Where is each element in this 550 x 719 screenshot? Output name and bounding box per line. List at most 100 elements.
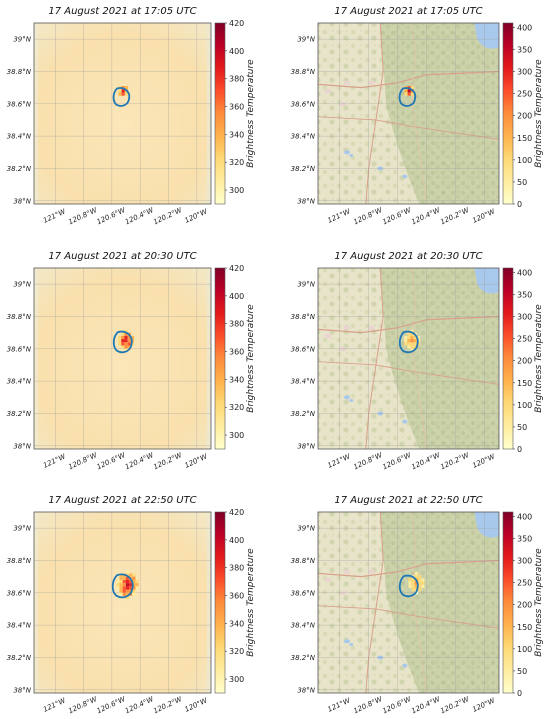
hotspot-pixel bbox=[410, 335, 414, 340]
terrain-lake bbox=[474, 23, 499, 49]
hotspot-pixel bbox=[121, 335, 125, 340]
x-tick-label: 121°W bbox=[326, 696, 352, 714]
colorbar-tick-label: 250 bbox=[517, 579, 532, 588]
hotspot-pixel bbox=[118, 339, 122, 343]
terrain-reservoir bbox=[402, 663, 408, 668]
hotspot-pixel bbox=[421, 584, 425, 588]
y-tick-label: 38.8°N bbox=[291, 68, 316, 76]
colorbar-tick-label: 360 bbox=[229, 592, 244, 601]
terrain-lake bbox=[474, 268, 499, 294]
y-tick-label: 38°N bbox=[297, 197, 315, 205]
colorbar-tick-label: 50 bbox=[517, 667, 527, 676]
colorbar-label: Brightness Temperature bbox=[246, 548, 256, 657]
colorbar-tick-label: 420 bbox=[229, 508, 244, 517]
y-tick-label: 38°N bbox=[13, 197, 31, 205]
colorbar-tick-label: 150 bbox=[517, 623, 532, 632]
terrain-reservoir bbox=[343, 395, 350, 400]
hotspot-pixel bbox=[132, 589, 136, 593]
hotspot-pixel bbox=[135, 583, 139, 587]
colorbar-tick-label: 400 bbox=[229, 536, 244, 545]
y-tick-label: 38.6°N bbox=[291, 345, 316, 353]
x-tick-label: 120.2°W bbox=[152, 451, 184, 472]
panel-2: 17 August 2021 at 17:05 UTC 39°N 38.8°N 38.… bbox=[291, 6, 544, 226]
hotspot-pixel bbox=[416, 335, 421, 340]
hotspot-pixel bbox=[130, 335, 135, 340]
hotspot-pixel bbox=[407, 92, 411, 96]
hotspot-pixel bbox=[132, 579, 136, 584]
hotspot-pixel bbox=[421, 581, 425, 585]
hotspot-pixel bbox=[404, 342, 408, 346]
hotspot-pixel bbox=[410, 92, 415, 96]
plot-frame bbox=[317, 22, 500, 205]
hotspot-pixel bbox=[122, 579, 126, 584]
y-tick-label: 39°N bbox=[13, 281, 31, 289]
colorbar-tick-label: 100 bbox=[517, 156, 532, 165]
terrain-reservoir bbox=[343, 150, 350, 155]
hotspot-pixel bbox=[125, 595, 130, 600]
hotspot-pixel bbox=[118, 89, 122, 93]
hotspot-pixel bbox=[121, 339, 125, 343]
hotspot-pixel bbox=[407, 335, 411, 340]
hotspot-pixel bbox=[129, 583, 133, 587]
x-tick-label: 120.8°W bbox=[352, 451, 384, 472]
field-background bbox=[34, 268, 211, 449]
hotspot-pixel bbox=[127, 345, 131, 349]
colorbar-tick-label: 360 bbox=[229, 348, 244, 357]
hotspot-pixel bbox=[122, 583, 126, 587]
y-tick-label: 38°N bbox=[13, 442, 31, 450]
colorbar-tick-label: 420 bbox=[229, 19, 244, 28]
hotspot-pixel bbox=[413, 335, 417, 340]
colorbar bbox=[502, 511, 514, 694]
hotspot-pixel bbox=[125, 589, 130, 593]
colorbar-tick-label: 400 bbox=[517, 23, 532, 32]
hotspot-pixel bbox=[408, 578, 412, 582]
x-tick-label: 120°W bbox=[184, 207, 210, 225]
y-tick-label: 38.8°N bbox=[7, 68, 32, 76]
panel-title: 17 August 2021 at 22:50 UTC bbox=[48, 495, 196, 506]
panel-1: 17 August 2021 at 17:05 UTC 39°N 38.8°N 38.… bbox=[7, 6, 256, 226]
x-tick-label: 120.6°W bbox=[381, 695, 413, 716]
hotspot-pixel bbox=[414, 575, 419, 579]
colorbar-tick-label: 200 bbox=[517, 357, 532, 366]
x-tick-label: 120.4°W bbox=[410, 206, 442, 227]
terrain-town bbox=[325, 577, 332, 582]
terrain-reservoir bbox=[349, 643, 354, 647]
hotspot-pixel bbox=[119, 583, 123, 587]
fire-perimeter bbox=[398, 330, 419, 354]
x-tick-label: 121°W bbox=[42, 207, 68, 225]
hotspot-pixel bbox=[122, 589, 126, 593]
colorbar-tick-label: 300 bbox=[517, 557, 532, 566]
hotspot-pixel bbox=[414, 571, 419, 576]
terrain-lake bbox=[474, 512, 499, 538]
hotspot-pixel bbox=[124, 342, 128, 346]
hotspot-pixel bbox=[404, 335, 408, 340]
y-tick-label: 38.6°N bbox=[7, 100, 32, 108]
colorbar-tick-label: 350 bbox=[517, 534, 532, 543]
y-tick-label: 38.2°N bbox=[7, 165, 32, 173]
x-tick-label: 121°W bbox=[326, 207, 352, 225]
x-tick-label: 120.8°W bbox=[67, 451, 99, 472]
terrain-reservoir bbox=[349, 154, 354, 158]
hotspot-pixel bbox=[119, 592, 123, 596]
colorbar-label: Brightness Temperature bbox=[534, 59, 544, 168]
hotspot-pixel bbox=[125, 586, 130, 590]
hotspot-pixel bbox=[121, 89, 125, 93]
hotspot-pixel bbox=[418, 584, 422, 588]
colorbar-tick-label: 200 bbox=[517, 601, 532, 610]
colorbar-tick-label: 300 bbox=[229, 186, 244, 195]
colorbar-tick-label: 300 bbox=[517, 313, 532, 322]
y-tick-label: 38.8°N bbox=[291, 313, 316, 321]
colorbar-tick-label: 200 bbox=[517, 112, 532, 121]
hotspot-pixel bbox=[413, 345, 417, 349]
hotspot-pixel bbox=[124, 345, 128, 349]
hotspot-pixel bbox=[124, 86, 129, 90]
hotspot-pixel bbox=[124, 339, 128, 343]
plot-area bbox=[34, 512, 211, 693]
hotspot-pixel bbox=[124, 332, 128, 336]
colorbar-tick-label: 420 bbox=[229, 264, 244, 273]
y-tick-label: 38.4°N bbox=[291, 133, 316, 141]
colorbar-tick-label: 340 bbox=[229, 130, 244, 139]
hotspot-pixel bbox=[125, 576, 130, 580]
colorbar-tick-label: 340 bbox=[229, 619, 244, 628]
